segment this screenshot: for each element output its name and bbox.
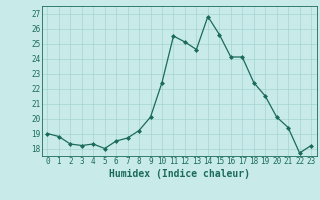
X-axis label: Humidex (Indice chaleur): Humidex (Indice chaleur) bbox=[109, 169, 250, 179]
